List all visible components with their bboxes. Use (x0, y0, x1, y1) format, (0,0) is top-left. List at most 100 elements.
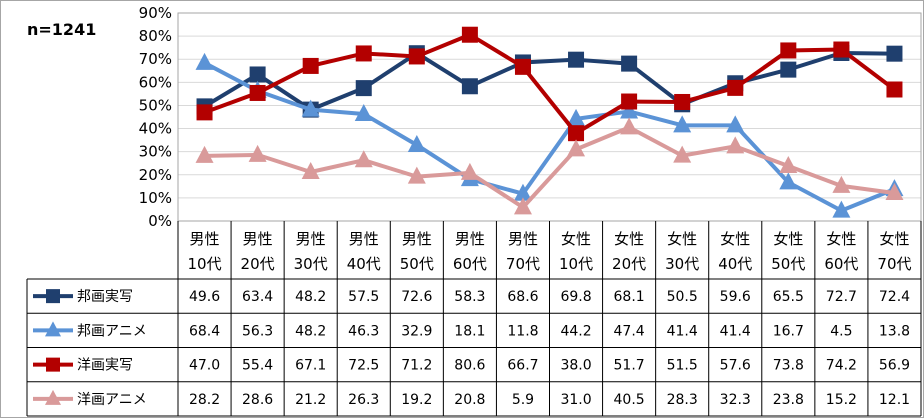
table-value: 49.6 (189, 289, 220, 305)
table-value: 58.3 (454, 289, 485, 305)
data-point (568, 51, 585, 68)
category-label: 30代 (665, 255, 699, 273)
y-tick-label: 70% (139, 50, 172, 68)
series-line (203, 50, 895, 112)
table-value: 28.3 (667, 392, 698, 408)
legend-key-marker (46, 357, 60, 372)
data-point (302, 57, 319, 74)
y-tick-label: 50% (139, 96, 172, 114)
y-tick-label: 30% (139, 143, 172, 161)
table-value: 72.4 (879, 289, 910, 305)
category-label: 女性 (614, 230, 644, 248)
data-point (461, 26, 478, 43)
category-label: 男性 (190, 230, 220, 248)
table-value: 51.7 (614, 358, 645, 374)
data-point (780, 42, 797, 59)
legend-key-marker (46, 289, 60, 304)
data-point (460, 162, 479, 180)
category-label: 50代 (771, 255, 805, 273)
data-point (355, 45, 372, 62)
category-label: 40代 (718, 255, 752, 273)
data-point (780, 61, 797, 78)
data-point (408, 48, 425, 65)
table-value: 59.6 (720, 289, 751, 305)
series-name: 邦画アニメ (77, 323, 147, 339)
data-point (354, 150, 373, 168)
data-point (833, 41, 850, 58)
table-value: 72.6 (401, 289, 432, 305)
data-point (567, 139, 586, 157)
table-value: 48.2 (295, 289, 326, 305)
table-value: 69.8 (560, 289, 591, 305)
data-point (301, 162, 320, 180)
table-value: 13.8 (879, 323, 910, 339)
data-point (620, 101, 639, 119)
table-value: 47.4 (614, 323, 645, 339)
table-value: 46.3 (348, 323, 379, 339)
y-tick-label: 80% (139, 27, 172, 45)
category-label: 男性 (243, 230, 273, 248)
table-value: 74.2 (826, 358, 857, 374)
table-value: 12.1 (879, 392, 910, 408)
category-label: 20代 (612, 255, 646, 273)
data-point (779, 172, 798, 190)
category-label: 60代 (453, 255, 487, 273)
category-label: 男性 (349, 230, 379, 248)
data-point (673, 145, 692, 163)
legend-key-marker (45, 389, 61, 405)
table-value: 80.6 (454, 358, 485, 374)
table-value: 41.4 (667, 323, 698, 339)
data-point (513, 197, 532, 215)
data-point (885, 183, 904, 201)
data-point (832, 200, 851, 218)
table-value: 15.2 (826, 392, 857, 408)
series-name: 邦画実写 (77, 289, 133, 305)
category-label: 70代 (506, 255, 540, 273)
table-value: 41.4 (720, 323, 751, 339)
data-point (567, 108, 586, 126)
table-value: 23.8 (773, 392, 804, 408)
category-label: 男性 (402, 230, 432, 248)
table-value: 44.2 (560, 323, 591, 339)
table-value: 4.5 (830, 323, 852, 339)
y-axis-ticks: 0% 10% 20% 30% 40% 50% 60% 70% 80% 90% (139, 4, 172, 230)
data-point (779, 155, 798, 173)
table-value: 48.2 (295, 323, 326, 339)
table-value: 71.2 (401, 358, 432, 374)
y-tick-label: 20% (139, 166, 172, 184)
y-tick-label: 10% (139, 189, 172, 207)
table-value: 68.6 (507, 289, 538, 305)
category-label: 男性 (455, 230, 485, 248)
series-name: 洋画実写 (77, 358, 133, 374)
y-tick-label: 0% (148, 212, 172, 230)
table-value: 68.1 (614, 289, 645, 305)
category-label: 10代 (187, 255, 221, 273)
table-value: 11.8 (507, 323, 538, 339)
table-value: 32.9 (401, 323, 432, 339)
table-value: 50.5 (667, 289, 698, 305)
y-tick-label: 90% (139, 4, 172, 22)
table-value: 47.0 (189, 358, 220, 374)
data-point (727, 79, 744, 96)
series-lines (195, 26, 904, 218)
category-label: 70代 (877, 255, 911, 273)
data-point (513, 183, 532, 201)
table-value: 28.2 (189, 392, 220, 408)
category-label: 40代 (347, 255, 381, 273)
data-point (301, 99, 320, 117)
data-point (886, 45, 903, 62)
table-value: 18.1 (454, 323, 485, 339)
table-value: 5.9 (512, 392, 534, 408)
category-label: 女性 (561, 230, 591, 248)
series-line (203, 32, 896, 136)
category-label: 30代 (294, 255, 328, 273)
data-table: 男性 10代 男性 20代 男性 30代 男性 40代 男性 50代 男性 60代 男性 70代 女性 10代… (26, 221, 922, 417)
table-value: 73.8 (773, 358, 804, 374)
category-label: 女性 (773, 230, 803, 248)
table-value: 28.6 (242, 392, 273, 408)
y-tick-label: 60% (139, 73, 172, 91)
data-point (248, 144, 267, 162)
data-point (355, 80, 372, 97)
category-label: 50代 (400, 255, 434, 273)
